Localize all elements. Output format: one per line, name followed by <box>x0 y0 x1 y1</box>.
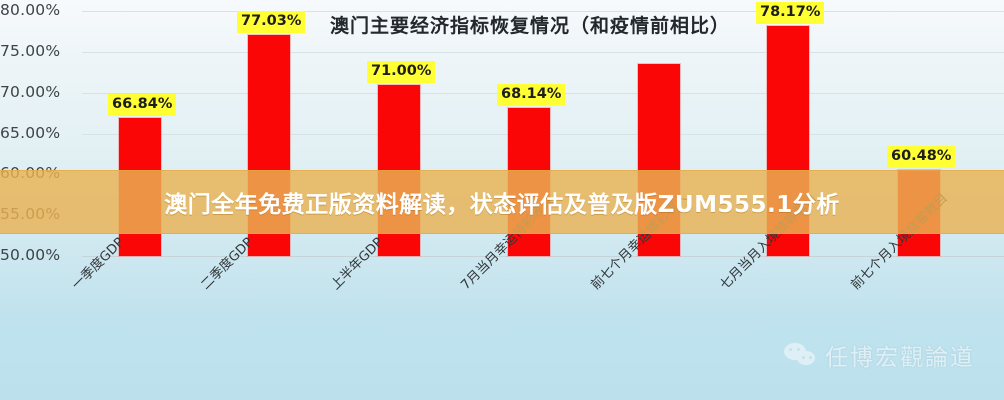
chart-title: 澳门主要经济指标恢复情况（和疫情前相比） <box>330 15 731 37</box>
bar-value-label: 66.84% <box>108 94 177 117</box>
bar-value-label: 60.48% <box>887 146 956 169</box>
gridline <box>82 51 1004 53</box>
bar-value-label: 71.00% <box>367 60 436 83</box>
gridline <box>82 11 1004 12</box>
bar-value-label: 68.14% <box>497 83 566 106</box>
bar-value-label: 78.17% <box>756 1 825 24</box>
y-axis-tick-label: 80.00% <box>0 1 61 19</box>
promo-banner-text: 澳门全年免费正版资料解读，状态评估及普及版ZUM555.1分析 <box>164 192 840 218</box>
watermark: 任博宏觀論道 <box>784 338 975 372</box>
watermark-text: 任博宏觀論道 <box>825 345 975 371</box>
wechat-icon <box>784 342 818 368</box>
y-axis-tick-label: 65.00% <box>0 123 61 142</box>
gridline <box>82 256 1004 257</box>
promo-banner: 澳门全年免费正版资料解读，状态评估及普及版ZUM555.1分析 <box>0 170 1004 234</box>
y-axis-tick-label: 50.00% <box>0 246 61 264</box>
y-axis-tick-label: 70.00% <box>0 82 61 101</box>
y-axis-tick-label: 75.00% <box>0 41 61 60</box>
bar-value-label: 77.03% <box>237 11 306 34</box>
